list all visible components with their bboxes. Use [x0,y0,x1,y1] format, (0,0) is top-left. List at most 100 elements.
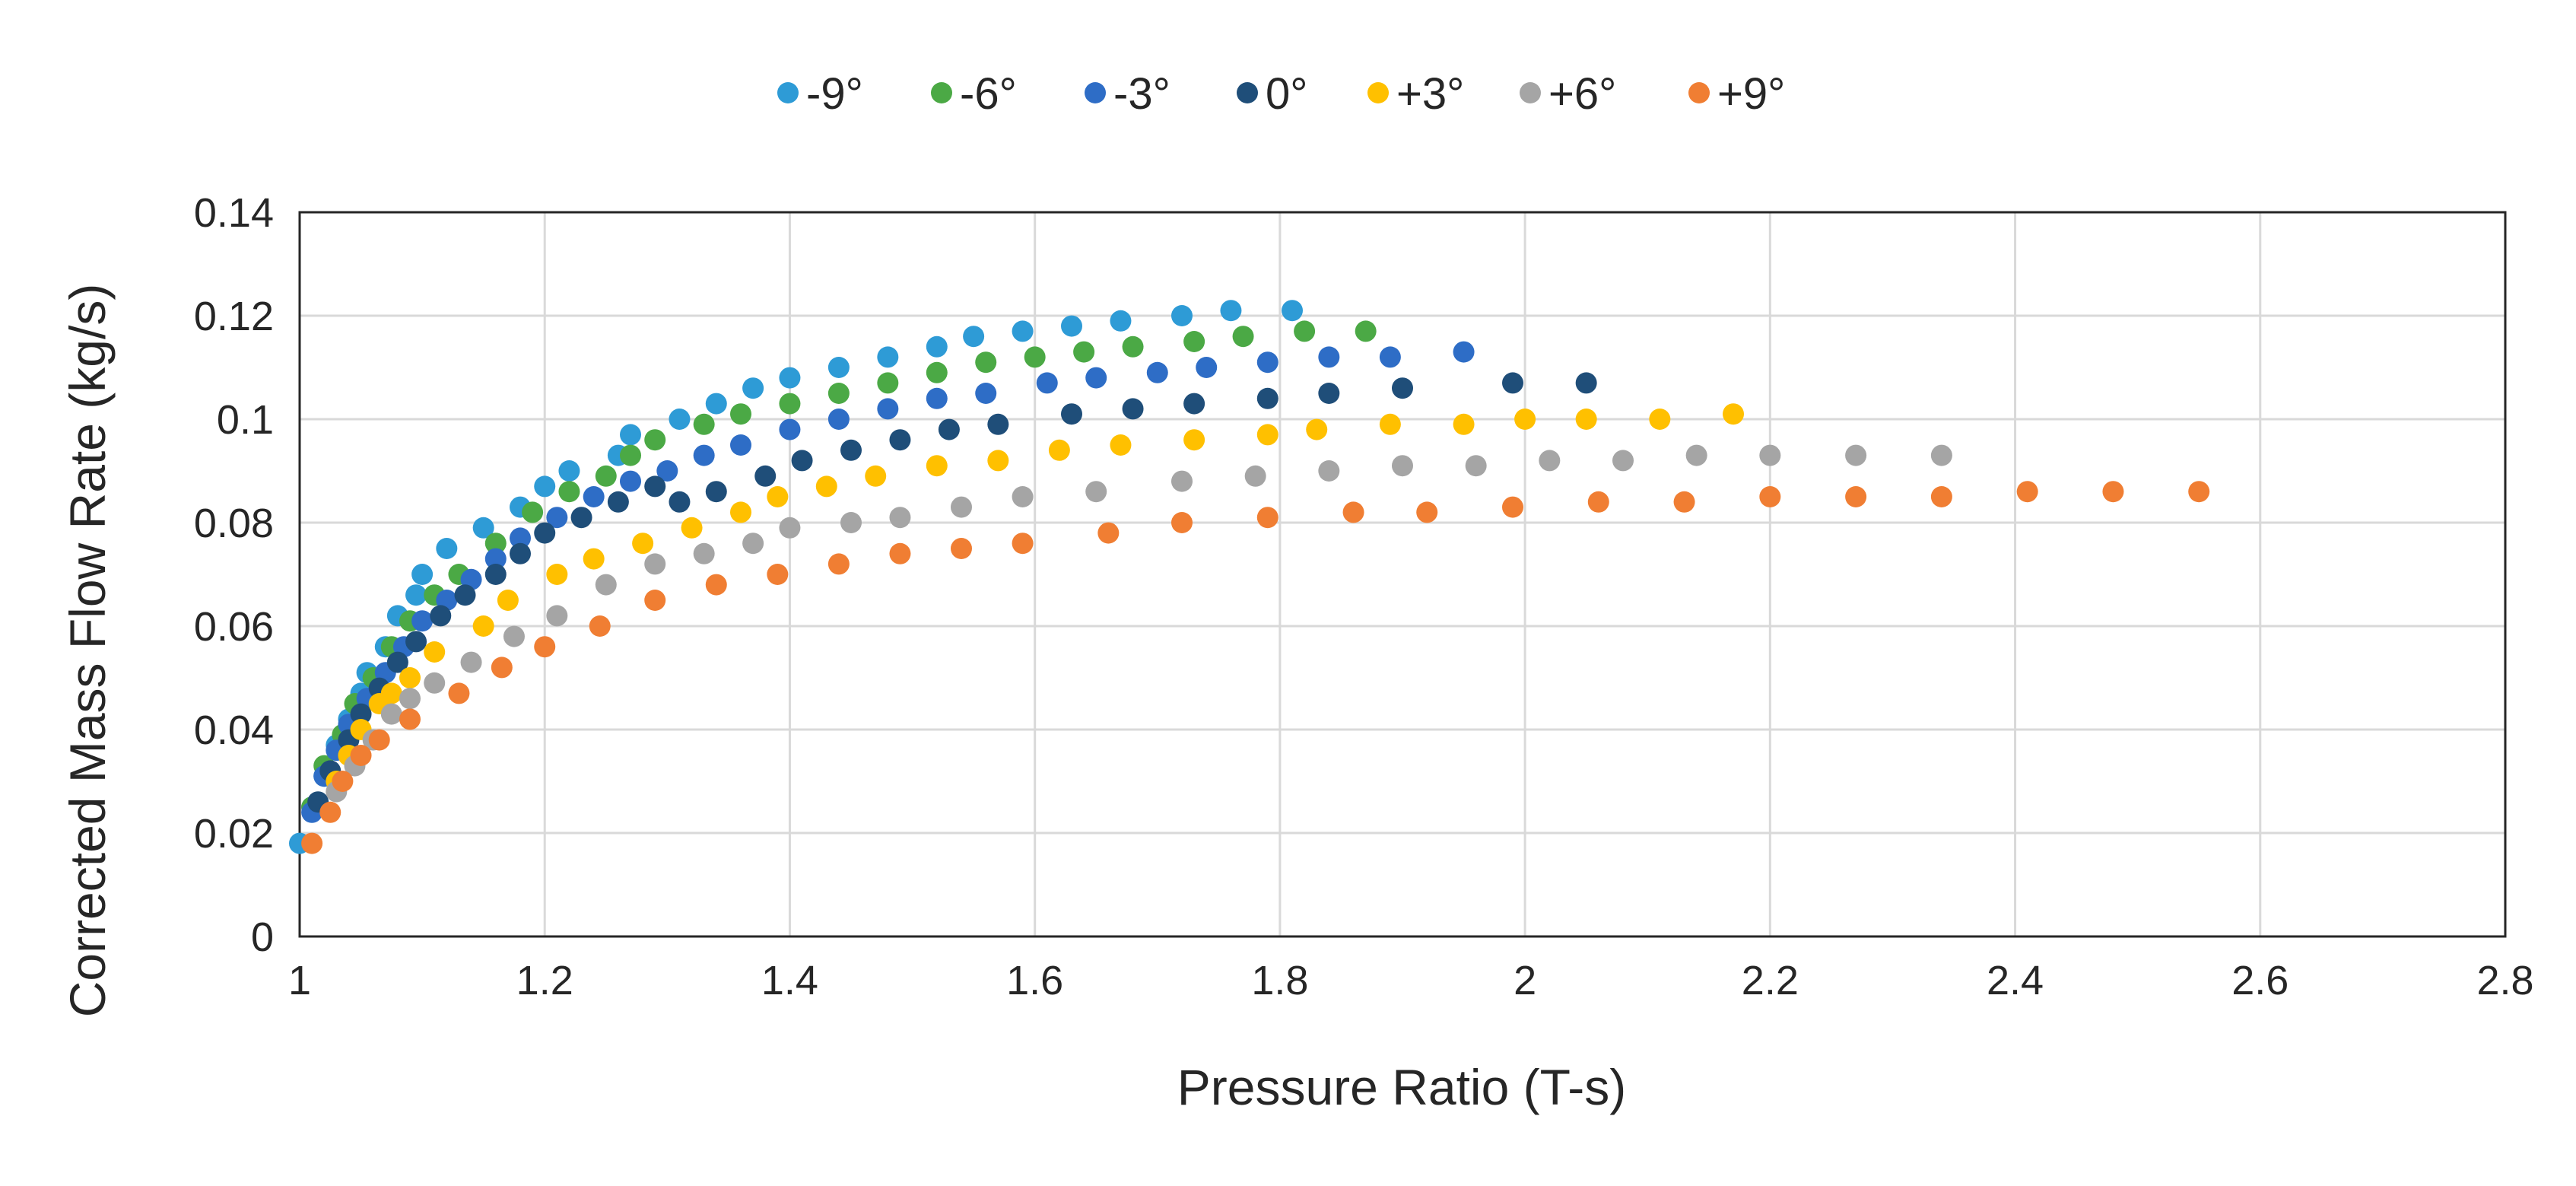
data-point [411,564,434,585]
data-point [534,636,556,658]
data-point [380,682,402,704]
y-tick-label: 0.08 [194,501,274,546]
data-point [484,564,507,585]
data-point [669,491,691,513]
legend-label: 0° [1266,69,1307,119]
data-point [546,564,568,585]
data-points [289,300,2210,854]
data-point [1649,409,1671,430]
legend-label: -6° [960,69,1017,119]
data-point [730,501,751,523]
data-point [503,625,525,647]
data-point [926,387,948,409]
data-point [454,584,476,606]
data-point [1012,486,1034,507]
data-point [1502,372,1523,394]
data-point [558,460,580,482]
data-point [951,538,972,559]
y-tick-label: 0.12 [194,294,274,339]
data-point [1183,393,1205,415]
data-point [1575,372,1597,394]
data-point [827,383,850,404]
data-point [742,377,764,399]
data-point [779,367,801,389]
data-point [1183,429,1205,451]
data-point [1196,357,1218,378]
data-point [1294,320,1316,342]
data-point [534,475,556,498]
data-point [1318,346,1340,368]
data-point [301,832,323,854]
data-point [632,533,654,555]
legend-marker [1688,82,1710,103]
data-point [705,393,727,415]
data-point [730,434,751,456]
data-point [1122,398,1144,420]
data-point [926,335,948,358]
data-point [2016,481,2038,503]
data-point [1416,501,1438,523]
data-point [1110,434,1132,456]
data-point [987,413,1009,435]
legend-item: +9° [1688,69,1785,119]
data-point [644,429,666,451]
data-point [399,688,421,710]
data-point [963,326,985,348]
data-point [1171,470,1193,492]
data-point [1256,351,1278,374]
data-point [1110,310,1132,332]
data-point [1256,507,1278,529]
data-point [1612,450,1634,472]
data-point [368,729,390,751]
data-point [1256,387,1278,409]
data-point [889,542,911,564]
data-point [705,574,727,596]
y-axis-title: Corrected Mass Flow Rate (kg/s) [59,284,116,1018]
data-point [1061,315,1082,337]
x-tick-label: 2.8 [2476,958,2533,1003]
axis-ticks: 0 0.02 0.04 0.06 0.08 0.1 0.12 0.14 1 1.2 1.4 1.6 1.… [194,190,2534,1003]
data-point [1146,361,1168,383]
data-point [681,517,703,539]
gridlines [298,211,2507,938]
legend-label: -3° [1113,69,1170,119]
legend-marker [1237,82,1258,103]
data-point [399,708,421,730]
data-point [1685,444,1707,466]
data-point [840,512,862,533]
legend-item: -9° [777,69,863,119]
data-point [730,403,751,425]
data-point [460,651,482,673]
data-point [430,605,452,627]
data-point [1061,403,1082,425]
data-point [1306,418,1328,440]
data-point [510,527,531,549]
data-point [1379,413,1401,435]
data-point [926,455,948,477]
data-point [754,465,777,487]
plot-area-border [298,211,2507,938]
legend: -9° -6° -3° 0° +3° +6° +9° [777,69,1785,119]
data-point [1318,383,1340,404]
data-point [865,465,887,487]
y-tick-label: 0.02 [194,811,274,857]
data-point [1723,403,1744,425]
data-point [1379,346,1401,368]
data-point [1392,455,1413,477]
legend-item: +3° [1367,69,1464,119]
data-point [2188,481,2210,503]
data-point [472,615,494,637]
data-point [620,444,641,466]
data-point [938,418,960,440]
data-point [399,667,421,688]
data-point [791,450,813,472]
data-point [448,682,470,704]
data-point [589,615,611,637]
data-point [693,542,715,564]
data-point [570,507,592,529]
y-tick-label: 0 [251,914,274,960]
data-point [1183,331,1205,352]
data-point [620,424,641,446]
data-point [1282,300,1303,322]
series-3 [307,372,1597,813]
